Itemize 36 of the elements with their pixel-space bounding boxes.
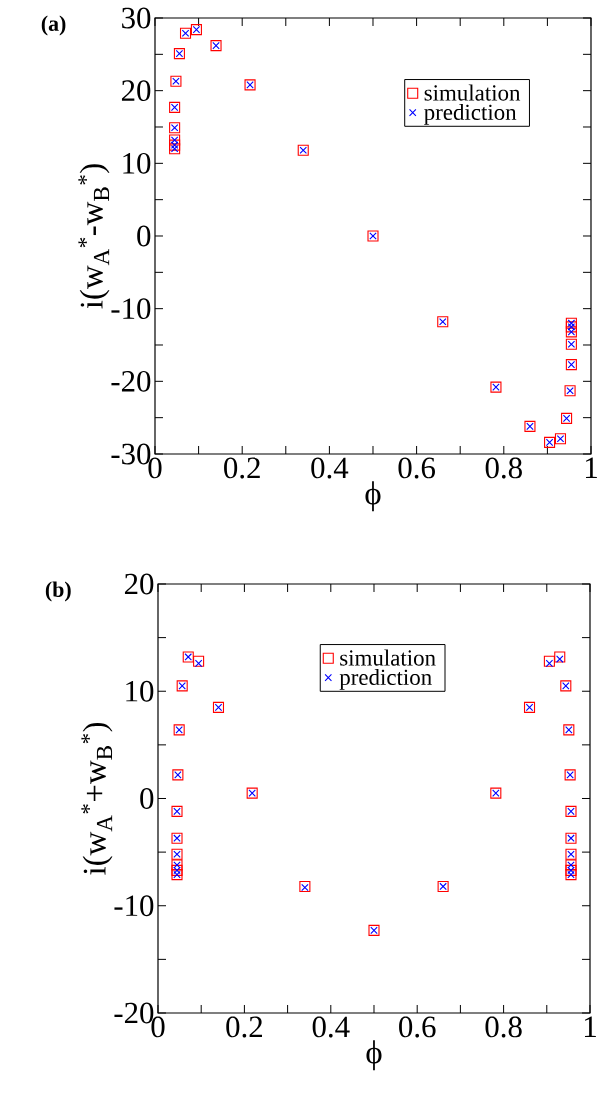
legend-label: simulation: [340, 649, 436, 666]
x-axis-title: ϕ: [366, 1040, 382, 1071]
x-tick-label: 0.2: [226, 1016, 262, 1038]
y-tick-label: -10: [111, 298, 151, 320]
x-tick-label: 0.4: [312, 1016, 350, 1038]
x-tick-label: 0.4: [311, 457, 349, 479]
point: [193, 655, 205, 667]
y-tick-label: -20: [111, 370, 151, 392]
y-tick-label: 0: [137, 225, 151, 247]
point: [543, 655, 555, 667]
x-tick-label: 1: [584, 1016, 596, 1037]
chart-title: (b): [45, 581, 71, 602]
x-tick-label: 0.2: [224, 457, 260, 479]
point: [554, 651, 566, 663]
legend-label: prediction: [424, 103, 517, 125]
x-axis-title: ϕ: [365, 481, 381, 512]
y-axis-title: i(w$_{A}$$^{*}$+w$_{B}$$^{*}$): [81, 722, 113, 875]
point: [194, 659, 203, 668]
x-tick-label: 0.6: [398, 457, 435, 479]
y-tick-label: 20: [121, 80, 151, 102]
y-tick-label: 0: [140, 788, 154, 809]
y-tick-label: 10: [123, 152, 151, 174]
chart-title: (a): [41, 15, 66, 36]
y-axis-title: i(w$_{A}$$^{*}$-w$_{B}$$^{*}$): [78, 164, 110, 309]
y-tick-label: -10: [114, 895, 154, 917]
y-tick-label: 20: [124, 573, 154, 595]
point: [556, 655, 564, 663]
legend-label: simulation: [424, 84, 521, 101]
x-tick-label: 0.8: [485, 1016, 522, 1038]
legend-label: prediction: [339, 668, 432, 690]
x-tick-label: 0.6: [399, 1016, 436, 1038]
y-tick-label: 10: [126, 680, 154, 702]
x-tick-label: 1: [585, 457, 597, 478]
x-tick-label: 0.8: [485, 457, 522, 479]
y-tick-label: 30: [122, 7, 151, 29]
point: [545, 659, 554, 668]
